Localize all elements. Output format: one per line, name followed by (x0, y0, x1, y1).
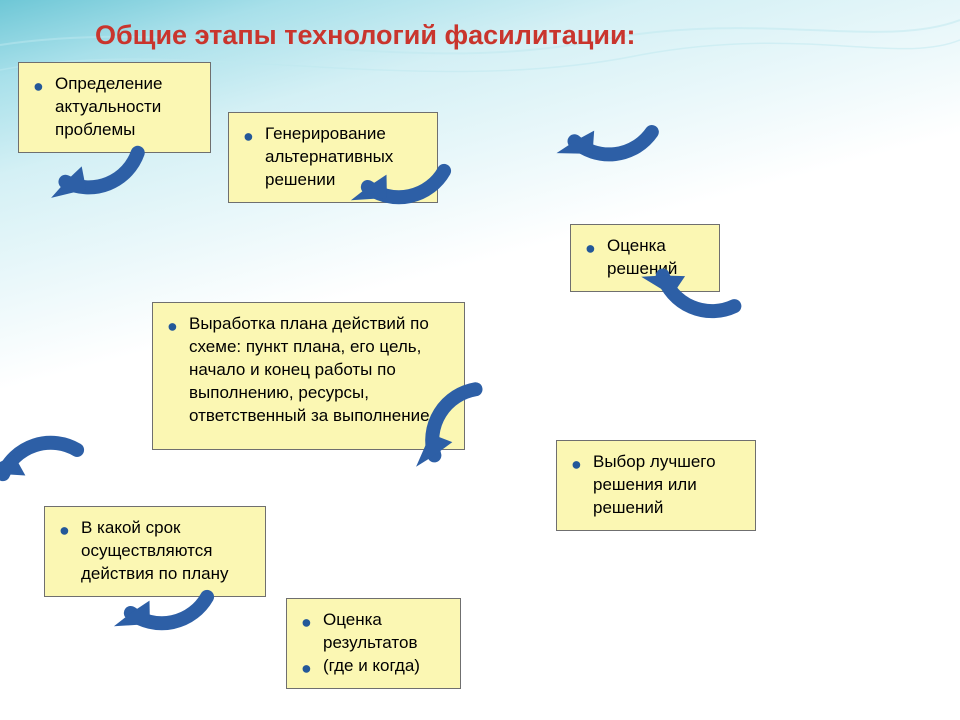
node-text: В какой срок осуществляются действия по … (59, 517, 251, 586)
page-title: Общие этапы технологий фасилитации: (95, 20, 636, 51)
flowchart-node-b1: Определение актуальности проблемы (18, 62, 211, 153)
node-text: Определение актуальности проблемы (33, 73, 196, 142)
node-text: Выработка плана действий по схеме: пункт… (167, 313, 450, 428)
node-text: Оценка решений (585, 235, 705, 281)
node-text: Оценка результатов (301, 609, 446, 655)
flowchart-node-b4: Выработка плана действий по схеме: пункт… (152, 302, 465, 450)
flowchart-arrow-a6 (0, 414, 77, 507)
flowchart-node-b5: Выбор лучшего решения или решений (556, 440, 756, 531)
node-text: Выбор лучшего решения или решений (571, 451, 741, 520)
flowchart-node-b3: Оценка решений (570, 224, 720, 292)
node-text: (где и когда) (301, 655, 446, 678)
flowchart-arrow-a3 (556, 94, 651, 191)
flowchart-node-b2: Генерирование альтернативных решении (228, 112, 438, 203)
flowchart-node-b6: В какой срок осуществляются действия по … (44, 506, 266, 597)
flowchart-node-b7: Оценка результатов (где и когда) (286, 598, 461, 689)
node-text: Генерирование альтернативных решении (243, 123, 423, 192)
